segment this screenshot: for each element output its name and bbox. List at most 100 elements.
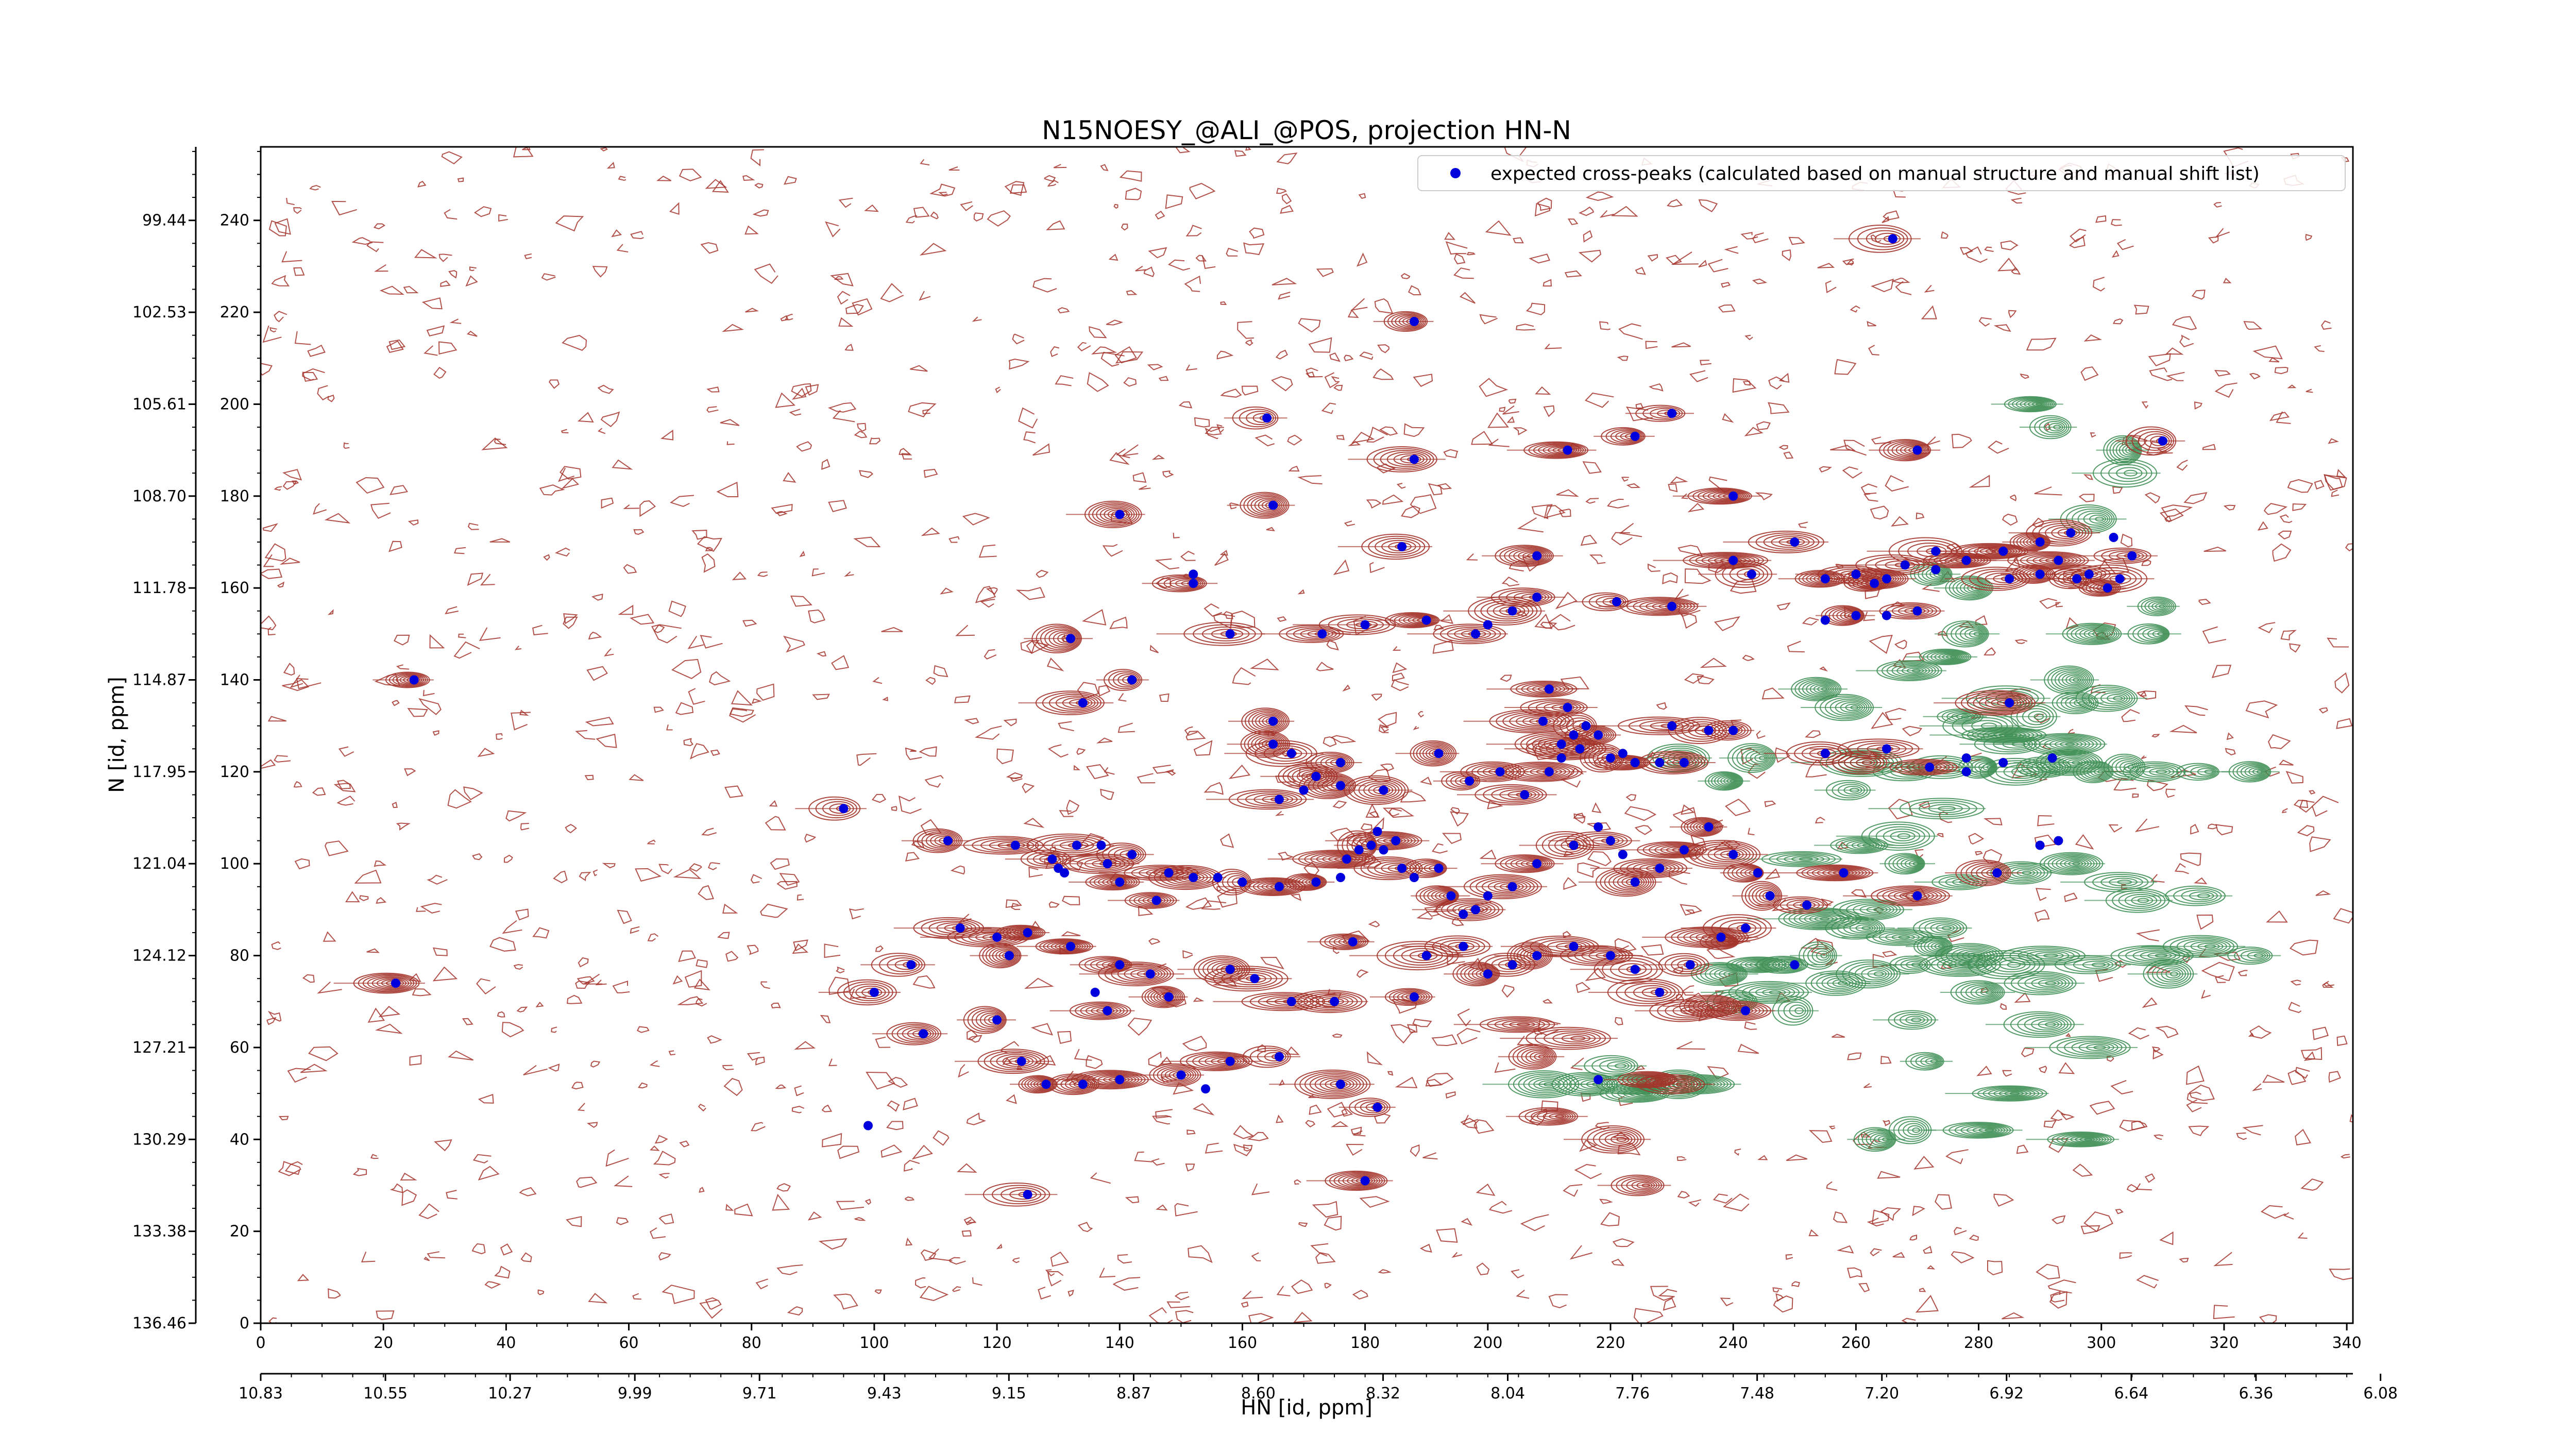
noise-contour (2213, 1305, 2235, 1320)
noise-contour (1748, 828, 1755, 836)
noise-contour (1100, 351, 1125, 367)
noise-contour (612, 459, 633, 470)
noise-contour (1073, 765, 1081, 770)
noise-contour (1316, 268, 1334, 277)
noise-contour (505, 810, 527, 822)
noise-contour (2276, 411, 2291, 424)
noise-contour (650, 1145, 660, 1151)
x-index-axis-tick-label: 60 (619, 1334, 638, 1352)
positive-peak-171 (1697, 933, 1751, 950)
noise-contour (1529, 254, 1550, 264)
positive-peak-119 (970, 943, 1028, 969)
noise-contour (1774, 747, 1790, 763)
noise-contour (1378, 724, 1389, 733)
noise-contour (775, 392, 795, 408)
noise-contour (1323, 736, 1337, 747)
noise-contour (1059, 810, 1074, 817)
noise-contour (1677, 545, 1703, 558)
noise-contour (2336, 469, 2347, 478)
noise-contour (1618, 1095, 1633, 1106)
cross-peak-marker-108 (1189, 873, 1198, 882)
cross-peak-marker-42 (1882, 611, 1891, 620)
noise-contour (1298, 318, 1321, 333)
noise-contour (905, 1237, 913, 1246)
noise-contour (1611, 206, 1638, 217)
noise-contour (1788, 237, 1805, 245)
noise-contour (706, 386, 720, 393)
noise-contour (1028, 866, 1043, 878)
noise-contour (458, 633, 466, 638)
negative-peak-69 (1778, 677, 1848, 701)
noise-contour (921, 527, 940, 536)
positive-peak-83 (1005, 850, 1075, 869)
noise-contour (2186, 1065, 2205, 1085)
noise-contour (1768, 376, 1785, 390)
noise-contour (2214, 369, 2231, 377)
noise-contour (1126, 290, 1138, 296)
noise-contour (1713, 1193, 1733, 1204)
noise-contour (920, 819, 942, 836)
expected-cross-peaks (391, 234, 2167, 1200)
cross-peak-marker-59 (1538, 716, 1548, 726)
noise-contour (1880, 1207, 1902, 1221)
noise-contour (1431, 1034, 1458, 1047)
noise-contour (690, 743, 709, 760)
noise-contour (1344, 520, 1355, 527)
noise-contour (1237, 321, 1255, 339)
noise-contour (2115, 1208, 2124, 1214)
noise-contour (1324, 1216, 1342, 1231)
noise-contour (2334, 672, 2350, 694)
cross-peak-marker-118 (1391, 836, 1401, 846)
positive-peak-80 (795, 796, 867, 821)
noise-contour (1087, 372, 1109, 392)
noise-contour (592, 265, 608, 278)
noise-contour (1004, 181, 1025, 196)
noise-contour (1020, 640, 1040, 654)
noise-contour (2201, 961, 2235, 981)
noise-contour (1669, 476, 1688, 484)
noise-contour (1993, 324, 2011, 332)
cross-peak-marker-1 (1409, 316, 1419, 326)
noise-contour (722, 1065, 734, 1071)
cross-peak-marker-64 (1268, 739, 1278, 749)
noise-contour (448, 1050, 474, 1061)
noise-contour (2148, 353, 2171, 367)
noise-contour (264, 543, 286, 562)
noise-contour (1067, 1290, 1074, 1297)
noise-contour (1511, 1269, 1524, 1278)
cross-peak-marker-103 (1103, 859, 1112, 869)
noise-contour (1485, 220, 1512, 236)
noise-contour (696, 998, 707, 1007)
noise-contour (618, 604, 634, 615)
noise-contour (1228, 764, 1251, 779)
noise-contour (1255, 434, 1275, 447)
noise-contour (261, 363, 273, 376)
noise-contour (1222, 611, 1233, 619)
cross-peak-marker-7 (2158, 436, 2167, 446)
noise-contour (1817, 263, 1835, 268)
noise-contour (1234, 150, 1247, 157)
noise-contour (1310, 1243, 1329, 1257)
noise-contour (2149, 367, 2173, 381)
noise-contour (755, 1278, 769, 1290)
negative-peak-57 (1879, 853, 1935, 874)
cross-peak-marker-90 (1961, 767, 1971, 777)
noise-contour (742, 619, 757, 627)
noise-contour (1125, 188, 1142, 200)
noise-contour (2248, 1033, 2255, 1037)
cross-peak-marker-124 (1459, 909, 1468, 919)
noise-contour (1425, 1073, 1454, 1087)
x-ppm-axis-tick-label: 9.15 (992, 1385, 1026, 1403)
noise-contour (2064, 892, 2078, 902)
noise-contour (1391, 679, 1409, 691)
noise-contour (600, 147, 608, 151)
noise-contour (1138, 905, 1154, 916)
noise-contour (1148, 938, 1161, 945)
noise-contour (1668, 871, 1690, 885)
noise-contour (886, 1121, 904, 1131)
noise-contour (1276, 153, 1298, 164)
noise-contour (828, 1058, 837, 1067)
positive-peak-90 (1124, 865, 1226, 890)
noise-contour (1843, 440, 1867, 456)
noise-contour (2165, 347, 2184, 355)
